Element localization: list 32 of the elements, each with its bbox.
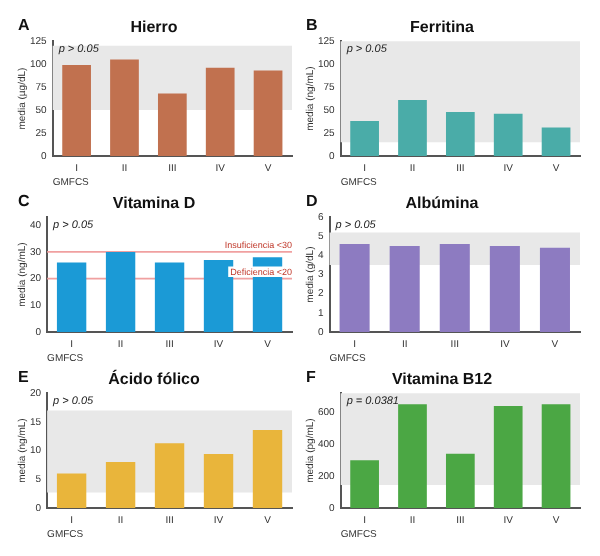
bar [398,99,427,156]
bar [252,429,283,508]
bar [105,462,136,508]
chart-title: Hierro [130,18,178,37]
chart-title: Vitamina B12 [391,370,494,389]
chart-title: Albúmina [405,194,480,213]
chart-title: Ferritina [409,18,476,37]
text: E [18,368,30,387]
bar [445,453,475,508]
bar [541,404,571,508]
text: B [306,16,318,35]
bar [493,113,523,156]
bar [62,65,91,156]
bar [154,443,185,508]
bar [350,121,379,156]
text: A [18,16,30,35]
text: C [18,192,30,211]
text: D [306,192,318,211]
bar [157,93,187,156]
text: F [306,368,316,387]
bar [350,460,379,508]
bar [110,59,139,156]
bar [253,70,283,156]
bar [445,111,475,156]
chart-title: Ácido fólico [108,368,200,389]
chart-title: Vitamina D [112,194,196,213]
bar [56,473,87,508]
bar [541,127,571,156]
bar [398,404,427,508]
bar [205,67,235,156]
bar [493,405,523,508]
bar [203,454,234,508]
